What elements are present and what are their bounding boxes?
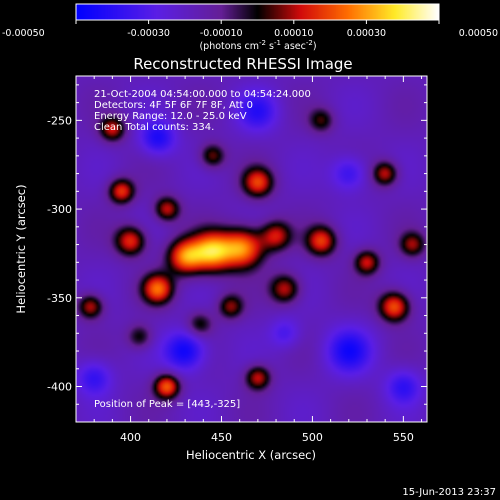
axis-ticks: 400 450 500 550 -250 -300 -350 -400 [47, 76, 427, 444]
colorbar-tick-label: 0.00050 [459, 28, 498, 39]
x-axis-label: Heliocentric X (arcsec) [186, 448, 316, 462]
y-tick-label: -350 [47, 292, 72, 305]
y-tick-label: -250 [47, 114, 72, 127]
x-tick-label: 450 [211, 431, 232, 444]
colorbar-tick-label: 0.00030 [347, 28, 386, 39]
chart-title: Reconstructed RHESSI Image [133, 55, 352, 73]
annotation-block: 21-Oct-2004 04:54:00.000 to 04:54:24.000… [94, 89, 311, 133]
y-tick-label: -400 [47, 381, 72, 394]
peak-position-label: Position of Peak = [443,-325] [94, 399, 240, 410]
colorbar-tick-label: -0.00010 [200, 28, 243, 39]
x-tick-label: 500 [302, 431, 323, 444]
colorbar-tick-label: 0.00010 [274, 28, 313, 39]
colorbar-tick-label: -0.00030 [127, 28, 170, 39]
colorbar-tick-label: -0.00050 [2, 28, 45, 39]
colorbar-unit-label: (photons cm-2 s-1 asec-2) [199, 39, 316, 52]
heatmap-image [76, 76, 427, 422]
colorbar-gradient [76, 4, 439, 20]
plot-frame [75, 75, 428, 423]
colorbar-frame [75, 3, 440, 21]
x-tick-label: 550 [393, 431, 414, 444]
annotation-clean: Clean Total counts: 334. [94, 122, 214, 133]
y-axis-label: Heliocentric Y (arcsec) [14, 184, 28, 313]
annotation-time: 21-Oct-2004 04:54:00.000 to 04:54:24.000 [94, 89, 311, 100]
plot-timestamp: 15-Jun-2013 23:37 [402, 487, 496, 498]
annotation-energy: Energy Range: 12.0 - 25.0 keV [94, 111, 247, 122]
y-tick-label: -300 [47, 203, 72, 216]
annotation-detectors: Detectors: 4F 5F 6F 7F 8F, Att 0 [94, 100, 253, 111]
colorbar: -0.00050 -0.00030 -0.00010 0.00010 0.00030 0.… [2, 3, 498, 52]
colorbar-ticks: -0.00050 -0.00030 -0.00010 0.00010 0.00030 0.… [2, 20, 498, 39]
x-tick-label: 400 [120, 431, 141, 444]
